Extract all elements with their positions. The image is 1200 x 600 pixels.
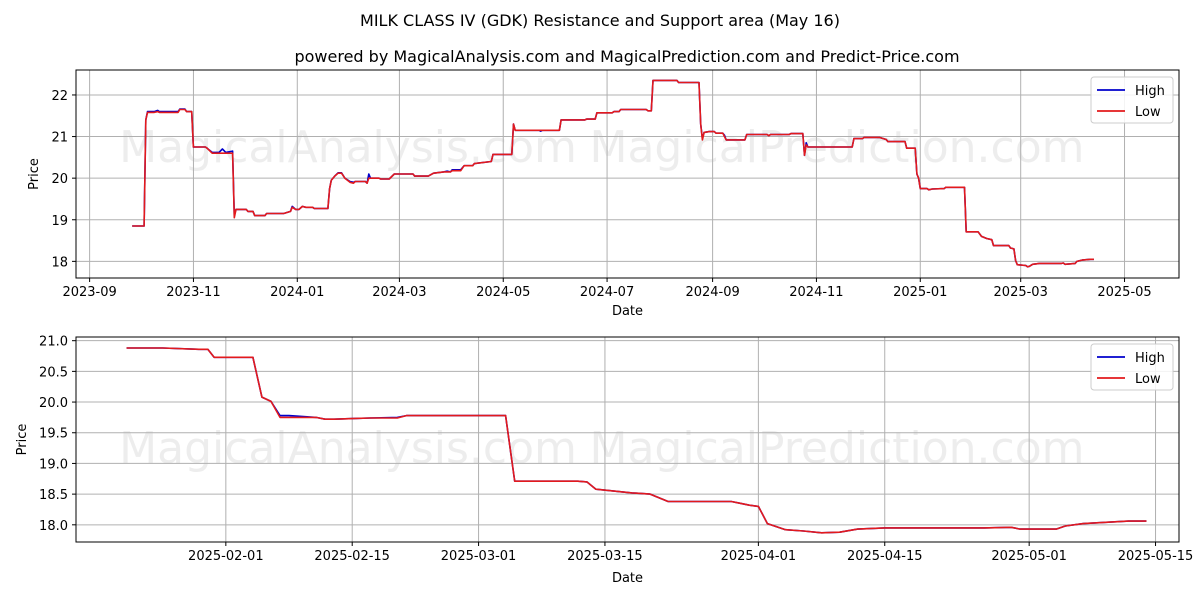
bottom-plot-frame bbox=[75, 336, 1180, 543]
top-x-tick-label: 2024-05 bbox=[476, 285, 530, 300]
bottom-x-tick-label: 2025-04-01 bbox=[721, 549, 797, 564]
bottom-x-tick-label: 2025-02-01 bbox=[188, 549, 264, 564]
bottom-y-tick-label: 20.5 bbox=[39, 365, 68, 380]
bottom-watermark: MagicalAnalysis.com bbox=[119, 423, 577, 474]
top-x-tick-label: 2023-09 bbox=[62, 285, 116, 300]
top-x-tick-label: 2025-01 bbox=[893, 285, 947, 300]
top-series-high-line bbox=[132, 79, 1094, 268]
top-legend-high-label: High bbox=[1135, 84, 1165, 99]
bottom-legend-low-label: Low bbox=[1135, 372, 1161, 387]
top-x-tick-label: 2024-03 bbox=[372, 285, 426, 300]
top-x-tick-label: 2024-07 bbox=[580, 285, 634, 300]
top-plot-frame bbox=[75, 69, 1180, 279]
top-series-low-line bbox=[132, 79, 1094, 268]
bottom-series-low-line bbox=[126, 347, 1147, 534]
bottom-x-tick-label: 2025-05-15 bbox=[1118, 549, 1194, 564]
bottom-y-tick-label: 18.0 bbox=[39, 519, 68, 534]
bottom-legend-high-label: High bbox=[1135, 351, 1165, 366]
bottom-x-tick-label: 2025-02-15 bbox=[314, 549, 390, 564]
bottom-x-tick-label: 2025-05-01 bbox=[991, 549, 1067, 564]
bottom-x-tick-label: 2025-04-15 bbox=[847, 549, 923, 564]
bottom-x-tick-label: 2025-03-15 bbox=[567, 549, 643, 564]
top-x-tick-label: 2025-03 bbox=[994, 285, 1048, 300]
bottom-y-tick-label: 21.0 bbox=[39, 335, 68, 350]
top-legend-low-label: Low bbox=[1135, 105, 1161, 120]
chart-title: MILK CLASS IV (GDK) Resistance and Suppo… bbox=[360, 11, 840, 30]
top-x-tick-label: 2024-09 bbox=[685, 285, 739, 300]
top-y-tick-label: 19 bbox=[51, 214, 68, 229]
top-y-tick-label: 21 bbox=[51, 131, 68, 146]
top-x-tick-label: 2024-11 bbox=[789, 285, 843, 300]
top-x-axis-label: Date bbox=[612, 304, 643, 319]
bottom-x-axis-label: Date bbox=[612, 571, 643, 586]
bottom-y-tick-label: 19.0 bbox=[39, 457, 68, 472]
top-x-tick-label: 2023-11 bbox=[166, 285, 220, 300]
bottom-x-tick-label: 2025-03-01 bbox=[441, 549, 517, 564]
top-x-tick-label: 2025-05 bbox=[1097, 285, 1151, 300]
top-chart-panel: MagicalAnalysis.com MagicalPrediction.com… bbox=[27, 69, 1180, 319]
bottom-y-tick-label: 19.5 bbox=[39, 427, 68, 442]
bottom-y-tick-label: 18.5 bbox=[39, 488, 68, 503]
bottom-chart-panel: MagicalAnalysis.com MagicalPrediction.com… bbox=[15, 335, 1193, 586]
top-y-tick-label: 20 bbox=[51, 172, 68, 187]
top-x-tick-label: 2024-01 bbox=[270, 285, 324, 300]
top-watermark: MagicalAnalysis.com bbox=[119, 122, 577, 173]
top-y-tick-label: 22 bbox=[51, 89, 68, 104]
bottom-watermark: MagicalPrediction.com bbox=[590, 423, 1085, 474]
bottom-y-tick-label: 20.0 bbox=[39, 396, 68, 411]
top-y-axis-label: Price bbox=[27, 158, 42, 190]
top-y-tick-label: 18 bbox=[51, 255, 68, 270]
bottom-y-axis-label: Price bbox=[15, 424, 30, 456]
chart-subtitle: powered by MagicalAnalysis.com and Magic… bbox=[294, 47, 959, 66]
